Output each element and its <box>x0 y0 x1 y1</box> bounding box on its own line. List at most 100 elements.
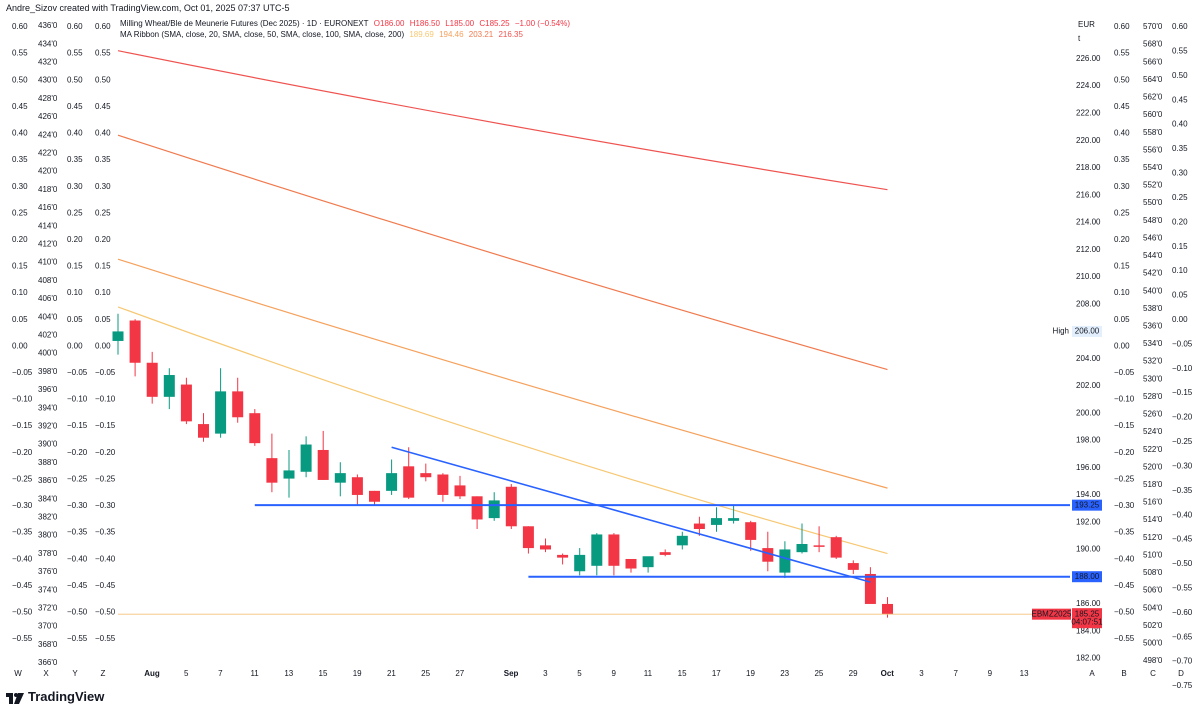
x-axis-label: 424'0 <box>38 130 58 139</box>
c-axis-label: 506'0 <box>1143 586 1163 595</box>
candle-body <box>351 477 363 495</box>
y-axis-label: −0.45 <box>67 581 88 590</box>
z-axis-label: −0.55 <box>95 634 116 643</box>
symbol-badge-bg <box>1032 608 1071 620</box>
d-axis-label: −0.50 <box>1172 559 1193 568</box>
candle-body <box>745 522 757 540</box>
y-axis-label: 0.20 <box>67 235 83 244</box>
d-axis-label: 0.00 <box>1172 315 1188 324</box>
date-tick-label: 5 <box>577 669 582 678</box>
b-axis-label: 0.05 <box>1114 315 1130 324</box>
z-axis-label: 0.05 <box>95 315 111 324</box>
y-axis-label: −0.40 <box>67 554 88 563</box>
date-tick-label: 25 <box>421 669 430 678</box>
d-axis-label: 0.10 <box>1172 266 1188 275</box>
x-axis-label: 402'0 <box>38 331 58 340</box>
z-axis-label: −0.30 <box>95 501 116 510</box>
candle-body <box>779 549 791 573</box>
candle-body <box>163 375 175 397</box>
price-tick-label: 194.00 <box>1076 490 1101 499</box>
candle-body <box>591 534 603 566</box>
x-axis-label: 410'0 <box>38 258 58 267</box>
date-tick-label: 9 <box>611 669 616 678</box>
date-tick-label: 23 <box>780 669 789 678</box>
candle-body <box>728 518 740 521</box>
x-axis-label: 398'0 <box>38 367 58 376</box>
x-axis-label: 376'0 <box>38 567 58 576</box>
y-axis-label: 0.00 <box>67 341 83 350</box>
candle-body <box>574 554 586 572</box>
y-axis-label: 0.50 <box>67 75 83 84</box>
high-value: H186.50 <box>409 19 440 28</box>
price-tick-label: 198.00 <box>1076 436 1101 445</box>
ma200-value: 216.35 <box>498 30 523 39</box>
z-axis-label: −0.50 <box>95 608 116 617</box>
resistance-badge-bg <box>1072 499 1102 511</box>
price-tick-label: 218.00 <box>1076 163 1101 172</box>
axis-letter: B <box>1121 669 1126 678</box>
countdown-value: 04:07:51 <box>1071 617 1103 626</box>
z-axis-label: 0.55 <box>95 49 111 58</box>
w-axis-label: −0.50 <box>12 608 33 617</box>
price-tick-label: 190.00 <box>1076 545 1101 554</box>
price-tick-label: 200.00 <box>1076 408 1101 417</box>
b-axis-label: 0.30 <box>1114 182 1130 191</box>
x-axis-label: 406'0 <box>38 294 58 303</box>
currency-label[interactable]: EUR t <box>1078 18 1095 46</box>
date-tick-label: 11 <box>250 669 259 678</box>
z-axis-label: −0.45 <box>95 581 116 590</box>
w-axis-label: −0.30 <box>12 501 33 510</box>
date-tick-label: 13 <box>1020 669 1029 678</box>
symbol-title: Milling Wheat/Ble de Meunerie Futures (D… <box>120 19 369 28</box>
y-axis-label: −0.15 <box>67 421 88 430</box>
candle-body <box>505 486 517 527</box>
c-axis-label: 508'0 <box>1143 568 1163 577</box>
candle-body <box>830 537 842 558</box>
tradingview-logo[interactable]: TradingView <box>6 689 104 704</box>
d-axis-label: 0.15 <box>1172 242 1188 251</box>
currency-unit: t <box>1078 34 1081 43</box>
date-tick-label: 25 <box>814 669 823 678</box>
z-axis-label: −0.10 <box>95 395 116 404</box>
w-axis-label: 0.40 <box>12 129 28 138</box>
date-tick-label: 11 <box>644 669 653 678</box>
x-axis-label: 396'0 <box>38 385 58 394</box>
y-axis-label: 0.45 <box>67 102 83 111</box>
candle-body <box>882 603 893 615</box>
support-badge-bg <box>1072 571 1102 583</box>
w-axis-label: −0.15 <box>12 421 33 430</box>
last-price-value: 185.25 <box>1075 609 1100 618</box>
c-axis-label: 518'0 <box>1143 480 1163 489</box>
z-axis-label: 0.10 <box>95 288 111 297</box>
ma-ribbon-legend-row[interactable]: MA Ribbon (SMA, close, 20, SMA, close, 5… <box>120 29 573 40</box>
c-axis-label: 568'0 <box>1143 40 1163 49</box>
c-axis-label: 556'0 <box>1143 145 1163 154</box>
candle-body <box>232 391 244 418</box>
d-axis-label: −0.15 <box>1172 388 1193 397</box>
candle-body <box>522 526 534 549</box>
y-axis-label: −0.35 <box>67 528 88 537</box>
w-axis-label: 0.05 <box>12 315 28 324</box>
d-axis-label: 0.05 <box>1172 291 1188 300</box>
price-tick-label: 214.00 <box>1076 218 1101 227</box>
z-axis-label: −0.40 <box>95 554 116 563</box>
x-axis-label: 374'0 <box>38 585 58 594</box>
price-tick-label: 216.00 <box>1076 190 1101 199</box>
b-axis-label: −0.55 <box>1114 634 1135 643</box>
candle-body <box>864 573 876 604</box>
price-tick-label: 186.00 <box>1076 599 1101 608</box>
ma-line-sma100 <box>117 134 888 371</box>
d-axis-label: 0.60 <box>1172 22 1188 31</box>
chart-legend: Milling Wheat/Ble de Meunerie Futures (D… <box>120 18 573 40</box>
c-axis-label: 550'0 <box>1143 198 1163 207</box>
x-axis-label: 408'0 <box>38 276 58 285</box>
x-axis-label: 384'0 <box>38 494 58 503</box>
b-axis-label: −0.45 <box>1114 581 1135 590</box>
x-axis-label: 386'0 <box>38 476 58 485</box>
symbol-legend-row[interactable]: Milling Wheat/Ble de Meunerie Futures (D… <box>120 18 573 29</box>
price-badges: 193.25188.00206.00185.00HighLow185.2504:… <box>1031 325 1103 629</box>
candle-body <box>198 424 209 438</box>
y-axis-label: −0.05 <box>67 368 88 377</box>
z-axis-label: 0.20 <box>95 235 111 244</box>
